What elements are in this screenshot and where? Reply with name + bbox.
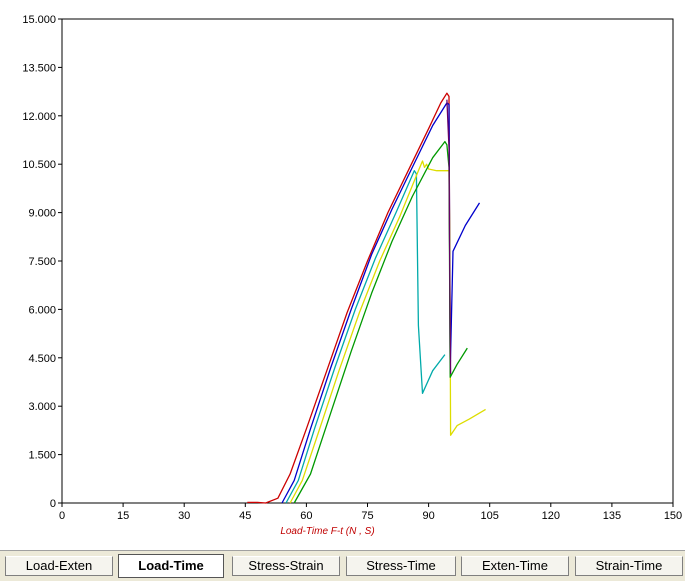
series-line-1 xyxy=(247,92,451,504)
y-tick-label: 9.000 xyxy=(28,208,56,220)
load-time-chart: 0 15 30 45 60 75 90 105 120 135 150 0 1.500 3.000 4.50… xyxy=(22,14,682,537)
x-tick-label: 15 xyxy=(117,510,129,522)
x-tick-label: 150 xyxy=(664,510,682,522)
series-line-4 xyxy=(289,160,486,504)
tab-load-exten[interactable]: Load-Exten xyxy=(5,556,113,576)
axis-layer xyxy=(58,18,674,507)
y-tick-label: 1.500 xyxy=(28,450,56,462)
y-tick-label: 13.500 xyxy=(22,62,56,74)
x-tick-label: 0 xyxy=(59,510,65,522)
chart-area: 0 15 30 45 60 75 90 105 120 135 150 0 1.500 3.000 4.50… xyxy=(22,14,682,537)
x-tick-label: 135 xyxy=(603,510,621,522)
tab-load-time[interactable]: Load-Time xyxy=(118,554,224,578)
series-line-6 xyxy=(446,99,452,374)
x-tick-label: 90 xyxy=(422,510,434,522)
tab-strain-time[interactable]: Strain-Time xyxy=(575,556,683,576)
y-tick-label: 6.000 xyxy=(28,304,56,316)
y-tick-label: 12.000 xyxy=(22,111,56,123)
x-tick-label: 105 xyxy=(481,510,499,522)
y-tick-label: 10.500 xyxy=(22,159,56,171)
plot-frame xyxy=(61,18,674,504)
series-line-2 xyxy=(281,102,481,504)
x-tick-label: 30 xyxy=(178,510,190,522)
y-tick-label: 15.000 xyxy=(22,14,56,26)
tab-stress-time[interactable]: Stress-Time xyxy=(346,556,456,576)
tab-bar: Load-Exten Load-Time Stress-Strain Stres… xyxy=(0,550,685,581)
y-tick-label: 7.500 xyxy=(28,256,56,268)
y-tick-label: 0 xyxy=(50,498,56,510)
y-tick-label: 4.500 xyxy=(28,353,56,365)
label-layer: 0 15 30 45 60 75 90 105 120 135 150 0 1.500 3.000 4.50… xyxy=(22,14,682,522)
tab-stress-strain[interactable]: Stress-Strain xyxy=(232,556,340,576)
x-tick-label: 75 xyxy=(361,510,373,522)
x-axis-title: Load-Time F-t (N , S) xyxy=(280,526,374,537)
x-tick-label: 45 xyxy=(239,510,251,522)
series-layer xyxy=(247,92,486,504)
y-tick-label: 3.000 xyxy=(28,401,56,413)
x-tick-label: 60 xyxy=(300,510,312,522)
x-tick-label: 120 xyxy=(542,510,560,522)
tab-exten-time[interactable]: Exten-Time xyxy=(461,556,569,576)
series-line-3 xyxy=(285,170,446,504)
